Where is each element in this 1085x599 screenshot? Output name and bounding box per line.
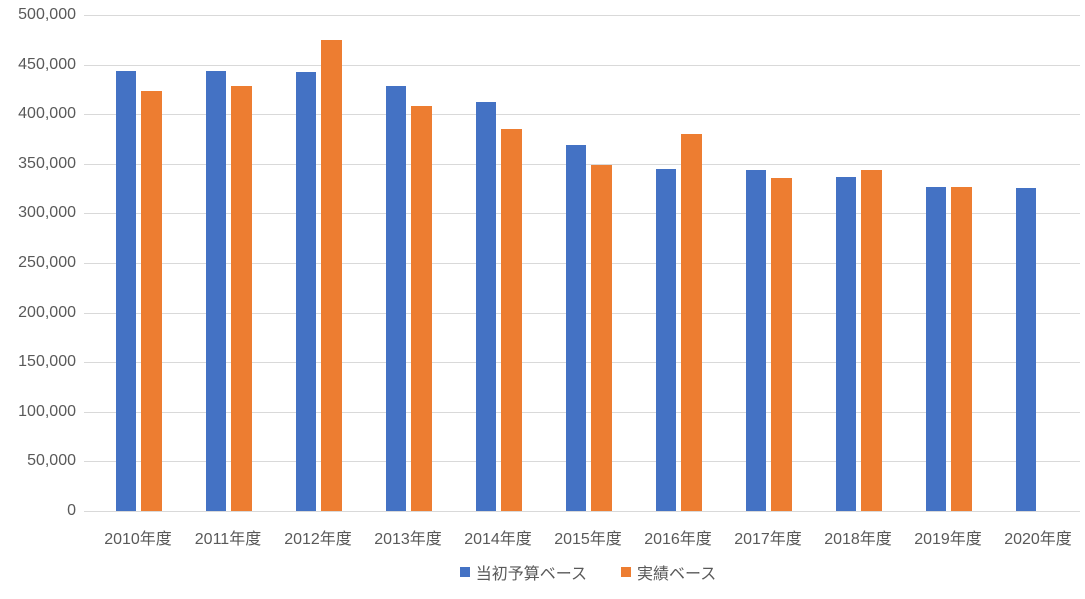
bar-actual-2019 — [951, 187, 972, 511]
y-axis-tick-label: 100,000 — [18, 403, 76, 420]
bar-initial-budget-2013 — [386, 86, 406, 511]
bar-initial-budget-2012 — [296, 72, 316, 511]
legend-item-initial-budget: 当初予算ベース — [459, 560, 587, 584]
x-axis-label: 2018年度 — [824, 531, 892, 548]
bar-actual-2014 — [501, 129, 522, 511]
y-axis-tick-label: 450,000 — [18, 56, 76, 73]
x-axis-label: 2016年度 — [644, 531, 712, 548]
x-axis-label: 2019年度 — [914, 531, 982, 548]
bar-actual-2012 — [321, 40, 342, 511]
bar-initial-budget-2020 — [1016, 188, 1036, 511]
x-axis-label: 2014年度 — [464, 531, 532, 548]
bar-initial-budget-2019 — [926, 187, 946, 511]
legend-swatch-blue-icon — [459, 567, 470, 577]
y-axis-tick-label: 300,000 — [18, 204, 76, 221]
legend-item-actual: 実績ベース — [621, 560, 716, 584]
bar-initial-budget-2011 — [206, 71, 226, 511]
legend-swatch-orange-icon — [621, 567, 631, 577]
legend-label-initial-budget: 当初予算ベース — [475, 566, 587, 583]
y-axis-tick-label: 400,000 — [18, 105, 76, 122]
x-axis-label: 2012年度 — [284, 531, 352, 548]
gridline — [84, 15, 1080, 16]
y-axis-tick-label: 0 — [67, 502, 76, 519]
bar-initial-budget-2017 — [746, 170, 766, 511]
y-axis-tick-label: 250,000 — [18, 254, 76, 271]
x-axis-label: 2017年度 — [734, 531, 802, 548]
x-axis-label: 2013年度 — [374, 531, 442, 548]
bar-initial-budget-2014 — [476, 102, 496, 511]
bar-initial-budget-2015 — [566, 145, 586, 511]
legend-label-actual: 実績ベース — [637, 566, 717, 583]
y-axis-tick-label: 500,000 — [18, 6, 76, 23]
bar-actual-2017 — [771, 178, 792, 511]
y-axis-tick-label: 200,000 — [18, 304, 76, 321]
gridline — [84, 65, 1080, 66]
y-axis-tick-label: 150,000 — [18, 353, 76, 370]
x-axis-label: 2015年度 — [554, 531, 622, 548]
gridline — [84, 114, 1080, 115]
y-axis-tick-label: 50,000 — [27, 452, 76, 469]
bar-actual-2011 — [231, 86, 252, 511]
x-axis-label: 2010年度 — [104, 531, 172, 548]
y-axis-tick-label: 350,000 — [18, 155, 76, 172]
bar-actual-2013 — [411, 106, 432, 511]
x-axis-line — [84, 511, 1080, 512]
legend: 当初予算ベース 実績ベース — [93, 560, 1083, 584]
bar-actual-2016 — [681, 134, 702, 511]
bar-actual-2018 — [861, 170, 882, 511]
bar-initial-budget-2018 — [836, 177, 856, 511]
x-axis-label: 2011年度 — [194, 531, 262, 548]
bar-actual-2010 — [141, 91, 162, 511]
bar-initial-budget-2010 — [116, 71, 136, 511]
bar-actual-2015 — [591, 165, 612, 511]
bar-initial-budget-2016 — [656, 169, 676, 511]
x-axis-label: 2020年度 — [1004, 531, 1072, 548]
